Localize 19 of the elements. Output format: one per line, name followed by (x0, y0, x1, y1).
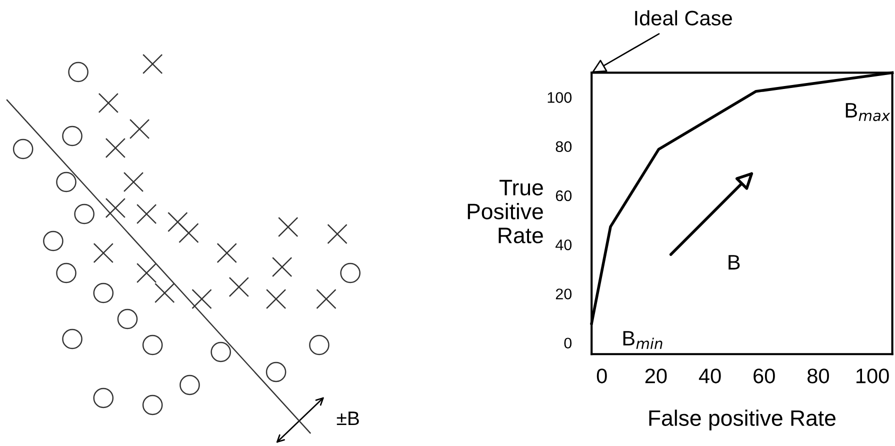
y-tick-label: 40 (556, 239, 572, 250)
text: Ideal Case (635, 10, 732, 26)
y-axis-title: True Positive Rate (468, 180, 543, 244)
x-tick-label: 40 (698, 368, 721, 384)
y-tick-label: 0 (564, 338, 572, 349)
y-tick-label: 80 (556, 141, 572, 152)
x-tick-label: 80 (808, 368, 829, 384)
y-tick-label: 20 (556, 288, 572, 300)
x-tick-label: 60 (754, 368, 775, 384)
x-tick-label: 20 (645, 368, 667, 384)
annotation: B$_{min}$ (623, 331, 662, 349)
x-axis-title: False positive Rate (649, 410, 836, 430)
annotation: B (728, 255, 740, 270)
x-tick-label: 0 (596, 368, 607, 384)
x-tick-label: 100 (856, 368, 889, 384)
y-tick-label: 60 (556, 190, 572, 202)
annotation: B$_{max}$ (846, 103, 890, 122)
y-tick-label: 100 (548, 92, 572, 103)
text: ±B (336, 412, 359, 426)
